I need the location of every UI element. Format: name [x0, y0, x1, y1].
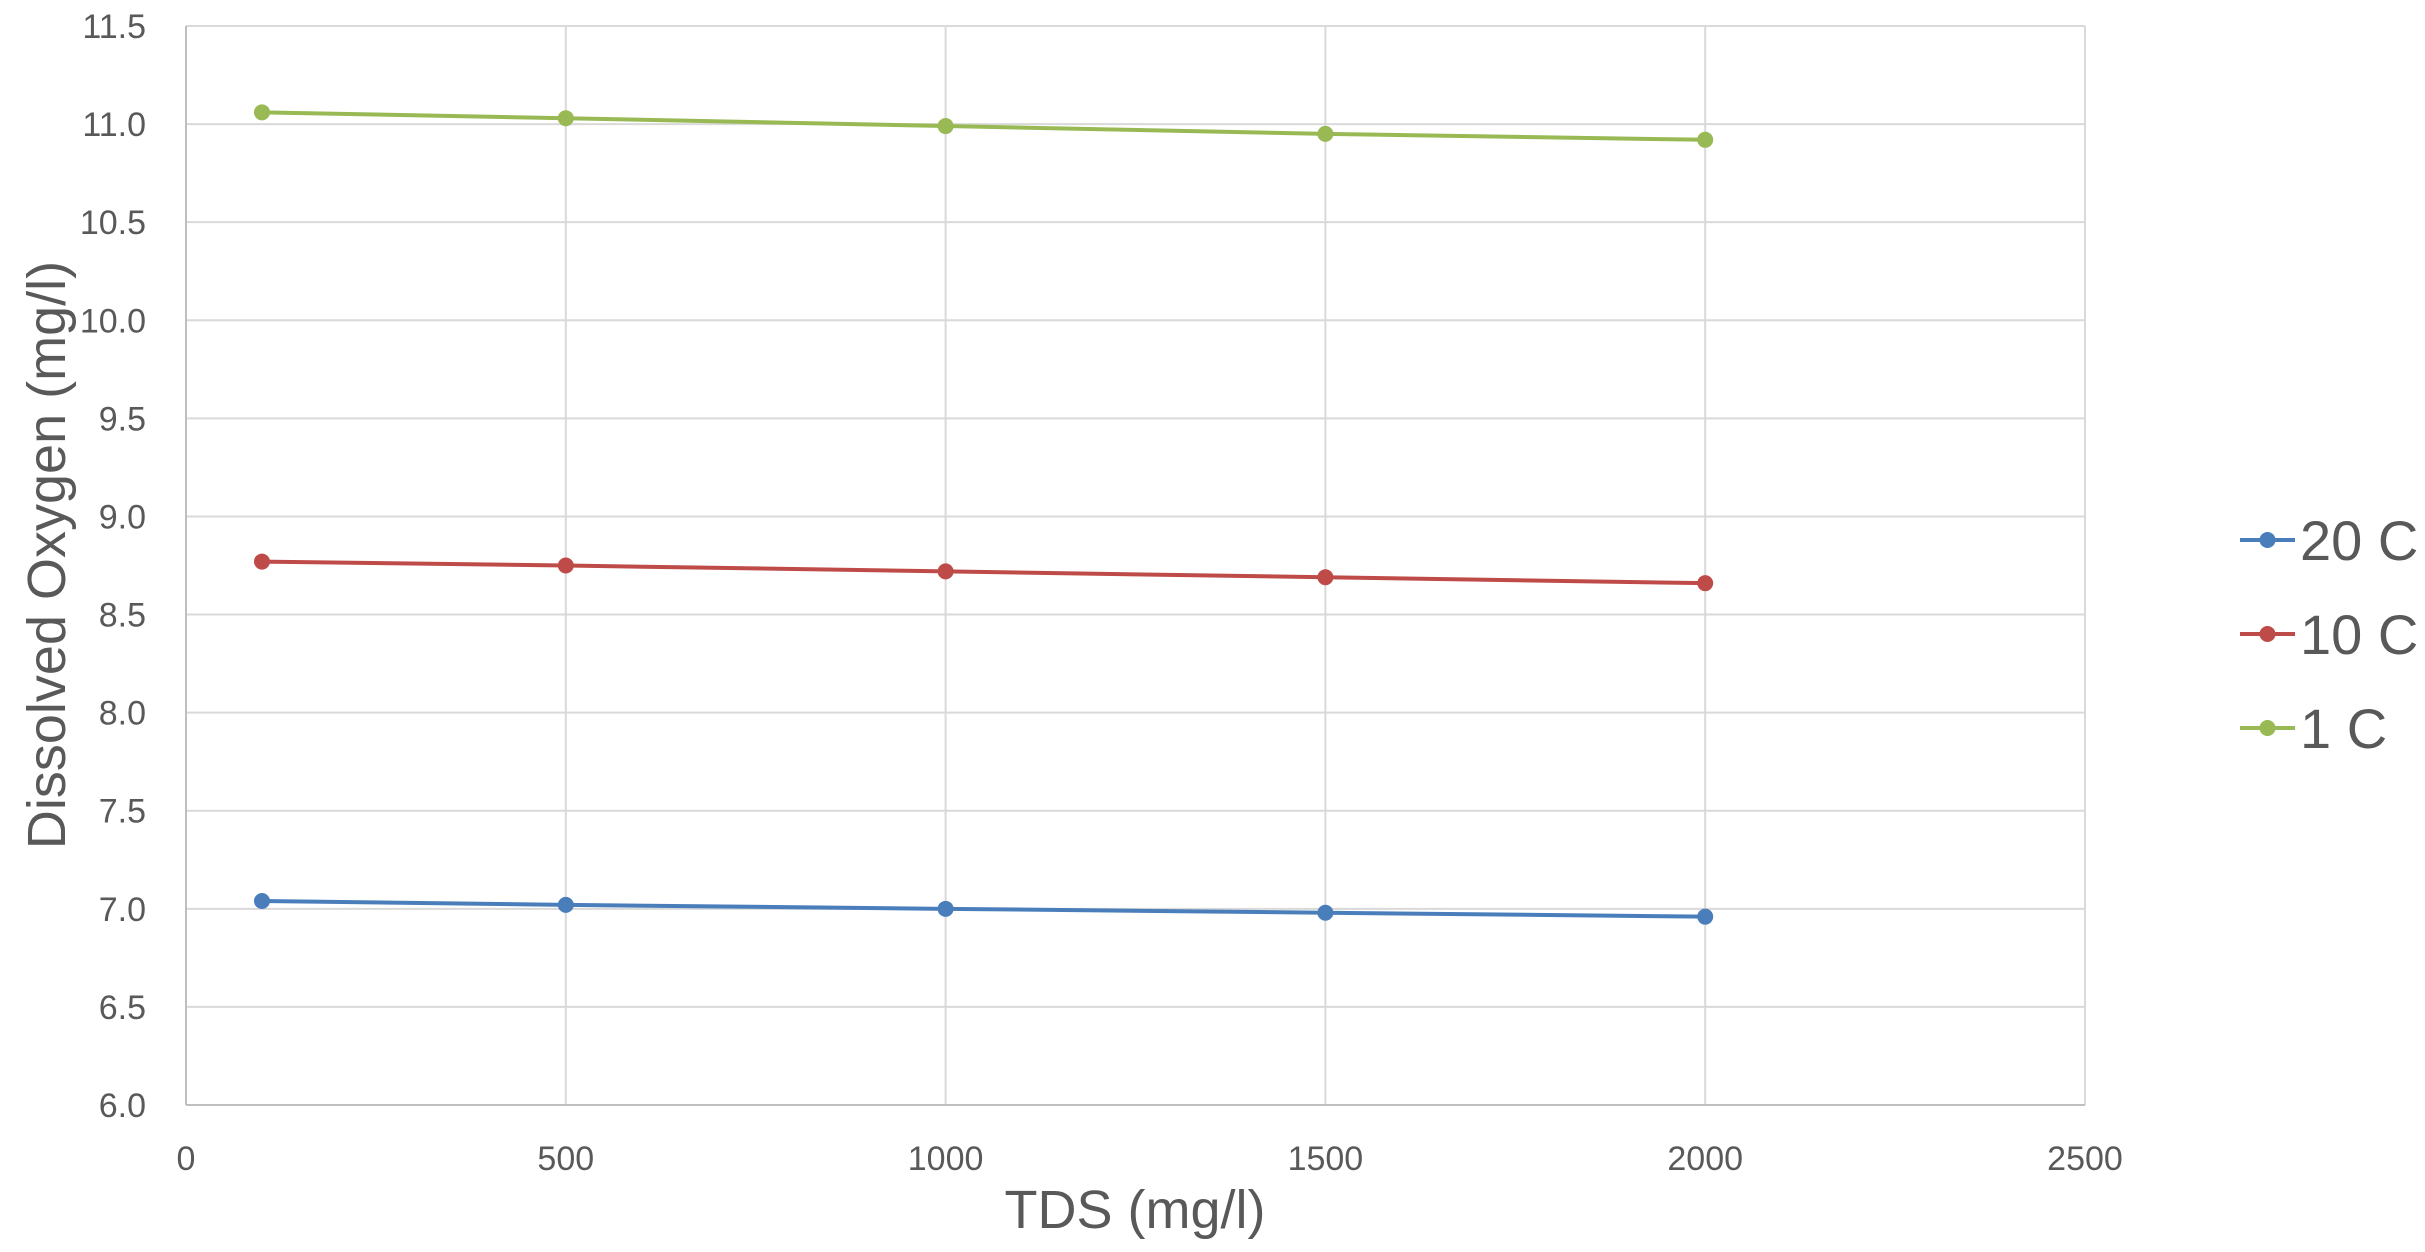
y-tick-label: 10.0 [80, 302, 146, 340]
data-point [1317, 904, 1334, 921]
x-tick-label: 2000 [1667, 1140, 1743, 1178]
axes [185, 26, 2085, 1106]
y-tick-label: 11.5 [82, 8, 146, 46]
y-tick-label: 8.5 [99, 597, 146, 635]
data-point [1317, 569, 1334, 586]
data-point [253, 553, 270, 570]
x-tick-labels: 0 500 1000 1500 2000 2500 [177, 1140, 2123, 1178]
y-tick-label: 8.0 [99, 695, 146, 733]
legend-swatch-marker [2259, 720, 2276, 736]
x-tick-label: 2500 [2047, 1140, 2123, 1178]
y-tick-label: 7.5 [99, 793, 146, 831]
data-point [557, 896, 574, 913]
legend-label: 1 C [2300, 697, 2387, 760]
data-point [1697, 131, 1714, 148]
y-tick-label: 9.5 [99, 400, 146, 438]
legend-entry: 1 C [2240, 697, 2387, 760]
series-10-c [253, 553, 1714, 592]
x-tick-label: 0 [177, 1140, 196, 1178]
legend-swatch-marker [2259, 626, 2276, 642]
series-lines [253, 104, 1714, 925]
x-tick-label: 1000 [908, 1140, 984, 1178]
y-tick-label: 9.0 [99, 498, 146, 536]
y-axis-title: Dissolved Oxygen (mg/l) [17, 261, 77, 849]
x-axis-title: TDS (mg/l) [1005, 1180, 1266, 1240]
legend: 20 C 10 C 1 C [2240, 509, 2418, 760]
data-point [253, 892, 270, 909]
legend-label: 20 C [2300, 509, 2418, 572]
data-point [557, 557, 574, 574]
legend-entry: 20 C [2240, 509, 2418, 572]
series-line [261, 110, 1706, 142]
y-tick-label: 7.0 [99, 891, 146, 929]
y-tick-label: 6.0 [99, 1087, 146, 1125]
legend-swatch-marker [2259, 532, 2276, 548]
data-point [1697, 908, 1714, 925]
legend-label: 10 C [2300, 603, 2418, 666]
y-tick-label: 6.5 [99, 989, 146, 1027]
data-point [557, 110, 574, 127]
y-tick-labels: 6.0 6.5 7.0 7.5 8.0 8.5 9.0 9.5 10.0 10.5 11.0 11.5 [80, 8, 146, 1125]
data-point [937, 118, 954, 135]
x-tick-label: 1500 [1288, 1140, 1364, 1178]
y-tick-label: 10.5 [80, 204, 146, 242]
x-tick-label: 500 [537, 1140, 594, 1178]
series-line [261, 559, 1706, 586]
data-point [253, 104, 270, 121]
legend-entry: 10 C [2240, 603, 2418, 666]
series-20-c [253, 892, 1714, 925]
data-point [937, 900, 954, 917]
series-1-c [253, 104, 1714, 148]
data-point [1697, 575, 1714, 592]
data-point [937, 563, 954, 580]
data-point [1317, 125, 1334, 142]
y-tick-label: 11.0 [82, 106, 146, 144]
